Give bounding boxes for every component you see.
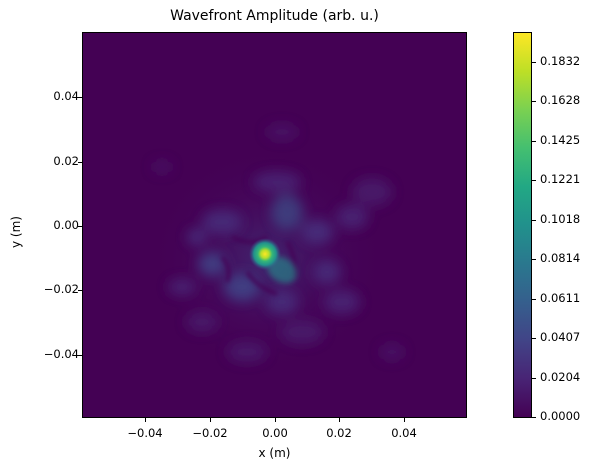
x-tickmark bbox=[210, 418, 211, 422]
colorbar-tickmark bbox=[532, 299, 536, 300]
x-tick-label: 0.00 bbox=[262, 426, 288, 440]
y-tickmark bbox=[78, 162, 82, 163]
y-tick-label: 0.02 bbox=[53, 154, 79, 168]
x-tickmark bbox=[145, 418, 146, 422]
x-tick-label: 0.02 bbox=[326, 426, 352, 440]
colorbar-tick-label: 0.1832 bbox=[540, 54, 581, 68]
colorbar-tick-label: 0.1425 bbox=[540, 133, 581, 147]
y-tick-label: 0.04 bbox=[53, 89, 79, 103]
colorbar-tick-label: 0.0204 bbox=[540, 370, 581, 384]
x-axis-label: x (m) bbox=[258, 446, 291, 460]
colorbar-tickmark bbox=[532, 141, 536, 142]
colorbar-tickmark bbox=[532, 259, 536, 260]
x-tickmark bbox=[339, 418, 340, 422]
y-tick-label: 0.00 bbox=[53, 218, 79, 232]
colorbar-tick-label: 0.0814 bbox=[540, 251, 581, 265]
x-tick-label: −0.04 bbox=[127, 426, 163, 440]
y-tickmark bbox=[78, 290, 82, 291]
y-tickmark bbox=[78, 226, 82, 227]
y-tick-label: −0.02 bbox=[43, 282, 79, 296]
colorbar-tickmark bbox=[532, 378, 536, 379]
colorbar-tick-label: 0.0000 bbox=[540, 409, 581, 423]
colorbar-tick-label: 0.1018 bbox=[540, 212, 581, 226]
y-tickmark bbox=[78, 97, 82, 98]
colorbar-tick-label: 0.0407 bbox=[540, 330, 581, 344]
heatmap-plot-area bbox=[82, 32, 467, 418]
x-tickmark bbox=[404, 418, 405, 422]
x-tickmark bbox=[275, 418, 276, 422]
colorbar-tickmark bbox=[532, 101, 536, 102]
heatmap-image bbox=[82, 32, 467, 418]
y-tickmark bbox=[78, 355, 82, 356]
x-tick-label: 0.04 bbox=[391, 426, 417, 440]
chart-title: Wavefront Amplitude (arb. u.) bbox=[170, 8, 379, 24]
colorbar-tick-label: 0.0611 bbox=[540, 291, 581, 305]
colorbar-tickmark bbox=[532, 417, 536, 418]
y-axis-label: y (m) bbox=[9, 216, 23, 248]
colorbar bbox=[513, 32, 532, 418]
colorbar-tickmark bbox=[532, 338, 536, 339]
colorbar-tickmark bbox=[532, 180, 536, 181]
colorbar-tickmark bbox=[532, 220, 536, 221]
colorbar-tickmark bbox=[532, 62, 536, 63]
colorbar-tick-label: 0.1221 bbox=[540, 172, 581, 186]
y-tick-label: −0.04 bbox=[43, 347, 79, 361]
x-tick-label: −0.02 bbox=[192, 426, 228, 440]
colorbar-tick-label: 0.1628 bbox=[540, 93, 581, 107]
